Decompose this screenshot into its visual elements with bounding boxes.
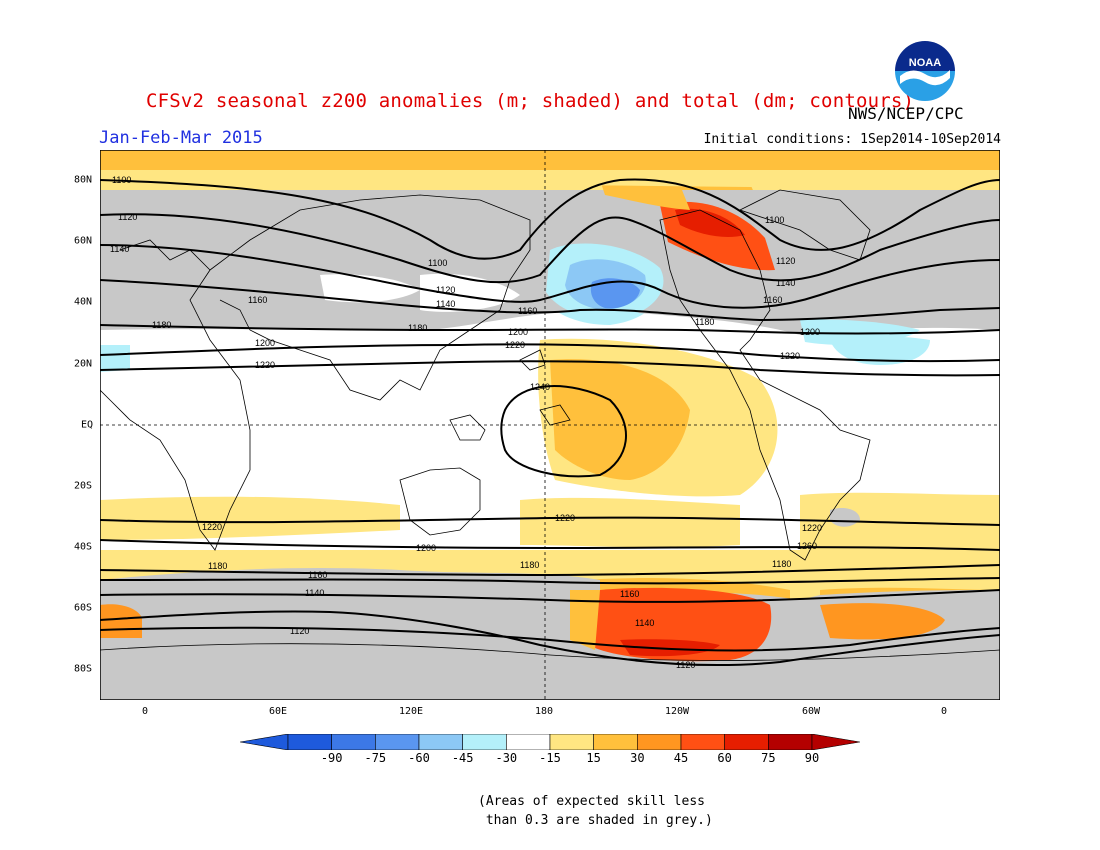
- colorbar-swatch: [331, 734, 376, 750]
- colorbar-swatch: [680, 734, 725, 750]
- noaa-logo: NOAA: [895, 41, 955, 101]
- contour-label: 1180: [152, 320, 171, 330]
- colorbar-tick-label: -60: [408, 751, 430, 765]
- latitude-label: 40S: [74, 541, 93, 553]
- colorbar-tick-label: 75: [761, 751, 776, 765]
- contour-label: 1100: [428, 258, 447, 268]
- longitude-label: 0: [141, 706, 149, 717]
- initial-conditions-label: Initial conditions: 1Sep2014-10Sep2014: [703, 132, 1001, 147]
- contour-label: 1120: [290, 626, 309, 636]
- colorbar-swatch: [724, 734, 769, 750]
- contour-label: 1180: [208, 561, 227, 571]
- contour-label: 1240: [530, 382, 550, 392]
- contour-label: 1160: [248, 295, 267, 305]
- contour-label: 1220: [780, 351, 800, 361]
- contour-label: 1120: [776, 256, 795, 266]
- contour-label: 1100: [112, 175, 131, 185]
- latitude-label: 20S: [74, 480, 93, 492]
- colorbar-swatch: [593, 734, 638, 750]
- colorbar-swatch: [637, 734, 682, 750]
- contour-label: 1220: [202, 522, 222, 532]
- longitude-label: 120W: [664, 706, 690, 717]
- contour-labels: 1100 1120 1140 1100 1120 1140 1160 1180 …: [110, 175, 822, 670]
- longitude-label: 60W: [801, 706, 821, 717]
- period-label: Jan-Feb-Mar 2015: [99, 128, 263, 148]
- longitude-label: 0: [940, 706, 948, 717]
- contour-label: 1140: [305, 588, 324, 598]
- contour-label: 1180: [408, 323, 427, 333]
- colorbar-tick-label: -45: [451, 751, 474, 765]
- contour-label: 1120: [676, 660, 695, 670]
- latitude-label: 20N: [74, 358, 93, 370]
- longitude-label: 60E: [268, 706, 288, 717]
- colorbar-tick-label: -75: [364, 751, 387, 765]
- contour-label: 1220: [802, 523, 822, 533]
- colorbar-tick-label: 30: [630, 751, 645, 765]
- latitude-label: EQ: [81, 419, 94, 431]
- colorbar-tick-label: 60: [717, 751, 732, 765]
- colorbar-tick-label: -90: [320, 751, 343, 765]
- colorbar-tick-label: -15: [539, 751, 561, 765]
- contour-label: 1200: [416, 543, 436, 553]
- colorbar-arrow-high: [811, 734, 860, 750]
- contour-label: 1200: [800, 327, 820, 337]
- contour-label: 1100: [765, 215, 784, 225]
- contour-label: 1180: [520, 560, 539, 570]
- colorbar-swatch: [375, 734, 420, 750]
- noaa-logo-text: NOAA: [909, 57, 941, 69]
- coastlines: [100, 189, 1000, 661]
- contour-label: 1160: [620, 589, 639, 599]
- contour-label: 1140: [776, 278, 795, 288]
- contour-label: 1160: [308, 570, 327, 580]
- skill-note-line: than 0.3 are shaded in grey.): [478, 813, 713, 828]
- contour-label: 1160: [763, 295, 782, 305]
- contour-label: 1220: [505, 340, 525, 350]
- colorbar-tick-label: 45: [673, 751, 689, 765]
- colorbar-tick-label: -30: [495, 751, 518, 765]
- colorbar-swatch: [768, 734, 813, 750]
- contour-label: 1140: [110, 244, 129, 254]
- colorbar-swatch: [462, 734, 507, 750]
- contour-label: 1220: [555, 513, 575, 523]
- latitude-label: 60S: [74, 602, 93, 614]
- latitude-label: 80N: [74, 174, 93, 186]
- colorbar-swatch: [418, 734, 463, 750]
- contour-label: 1120: [118, 212, 137, 222]
- longitude-label: 120E: [398, 706, 424, 717]
- colorbar: [240, 734, 860, 750]
- contour-label: 1140: [436, 299, 455, 309]
- contour-label: 1160: [518, 306, 537, 316]
- skill-note-line: (Areas of expected skill less: [478, 794, 705, 809]
- contour-label: 1220: [255, 360, 275, 370]
- latitude-label: 40N: [74, 296, 93, 308]
- contour-label: 1200: [255, 338, 275, 348]
- contour-label: 1180: [695, 317, 714, 327]
- contour-label: 1260: [797, 541, 817, 551]
- map-title: CFSv2 seasonal z200 anomalies (m; shaded…: [146, 90, 915, 112]
- colorbar-swatch: [287, 734, 332, 750]
- contour-label: 1180: [772, 559, 791, 569]
- skill-note: (Areas of expected skill less than 0.3 a…: [478, 792, 713, 830]
- latitude-label: 80S: [74, 663, 93, 675]
- contour-label: 1120: [436, 285, 455, 295]
- contour-label: 1200: [508, 327, 528, 337]
- anomaly-map: 1100 1120 1140 1100 1120 1140 1160 1180 …: [100, 150, 1000, 700]
- height-contours: [100, 178, 1000, 667]
- contour-label: 1140: [635, 618, 654, 628]
- agency-label: NWS/NCEP/CPC: [848, 104, 964, 123]
- colorbar-tick-label: 15: [586, 751, 601, 765]
- colorbar-swatch: [506, 734, 551, 750]
- colorbar-tick-label: 90: [804, 751, 820, 765]
- colorbar-swatch: [549, 734, 594, 750]
- latitude-label: 60N: [74, 235, 93, 247]
- colorbar-arrow-low: [240, 734, 289, 750]
- longitude-label: 180: [534, 706, 554, 717]
